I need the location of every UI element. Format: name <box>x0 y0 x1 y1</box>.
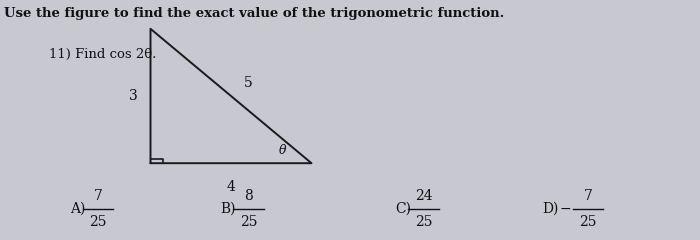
Text: D): D) <box>542 202 559 216</box>
Text: A): A) <box>70 202 85 216</box>
Text: 3: 3 <box>129 89 137 103</box>
Text: B): B) <box>220 202 236 216</box>
Text: 11) Find cos 2θ.: 11) Find cos 2θ. <box>49 48 156 61</box>
Text: 25: 25 <box>580 215 596 229</box>
Text: 8: 8 <box>244 189 253 203</box>
Text: 7: 7 <box>584 189 592 203</box>
Text: 24: 24 <box>414 189 433 203</box>
Text: θ: θ <box>279 144 286 156</box>
Text: C): C) <box>395 202 412 216</box>
Text: Use the figure to find the exact value of the trigonometric function.: Use the figure to find the exact value o… <box>4 7 504 20</box>
Text: 25: 25 <box>414 215 433 229</box>
Text: 5: 5 <box>244 76 253 90</box>
Text: 25: 25 <box>239 215 258 229</box>
Text: −: − <box>560 202 572 216</box>
Text: 7: 7 <box>94 189 102 203</box>
Text: 25: 25 <box>90 215 107 229</box>
Text: 4: 4 <box>227 180 235 194</box>
